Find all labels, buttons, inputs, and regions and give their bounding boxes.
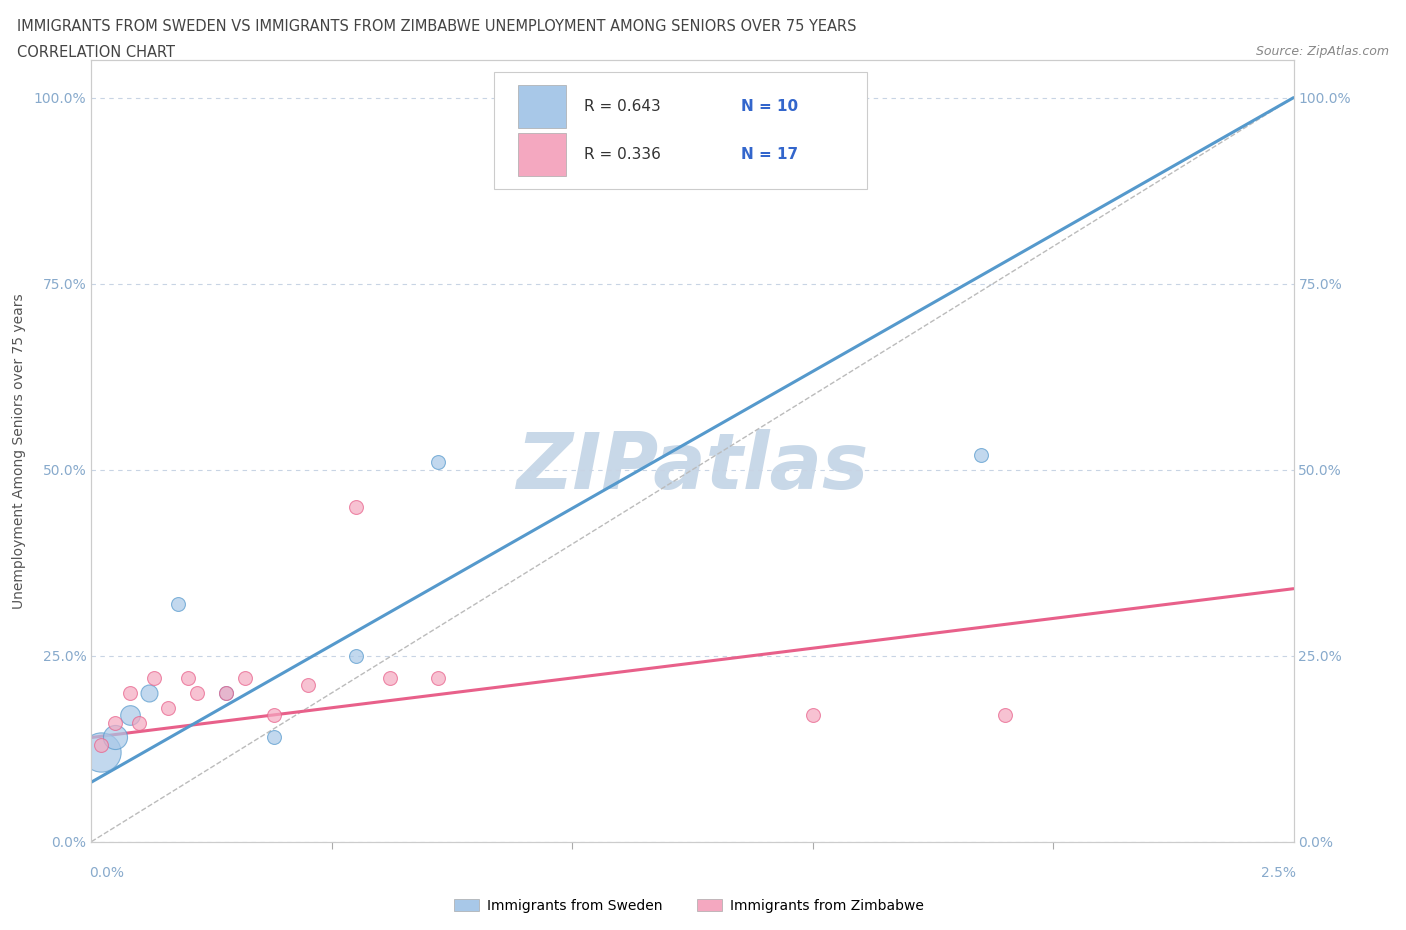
Point — [104, 715, 127, 730]
Point — [176, 671, 198, 685]
Point — [233, 671, 256, 685]
Text: R = 0.643: R = 0.643 — [585, 100, 661, 114]
Legend: Immigrants from Sweden, Immigrants from Zimbabwe: Immigrants from Sweden, Immigrants from … — [449, 894, 929, 919]
Point — [215, 685, 238, 700]
Text: 2.5%: 2.5% — [1261, 866, 1296, 880]
Point — [801, 708, 824, 723]
Text: 0.0%: 0.0% — [89, 866, 124, 880]
Text: Source: ZipAtlas.com: Source: ZipAtlas.com — [1256, 45, 1389, 58]
Point — [186, 685, 208, 700]
Point — [970, 447, 993, 462]
Text: ZIPatlas: ZIPatlas — [516, 429, 869, 505]
Point — [118, 708, 141, 723]
Point — [142, 671, 165, 685]
Point — [426, 455, 449, 470]
Point — [297, 678, 319, 693]
Text: R = 0.336: R = 0.336 — [585, 147, 661, 163]
Point — [90, 745, 112, 760]
Text: CORRELATION CHART: CORRELATION CHART — [17, 45, 174, 60]
Point — [263, 708, 285, 723]
FancyBboxPatch shape — [519, 133, 567, 177]
Point — [157, 700, 180, 715]
Point — [426, 671, 449, 685]
Point — [378, 671, 401, 685]
Text: N = 17: N = 17 — [741, 147, 797, 163]
Y-axis label: Unemployment Among Seniors over 75 years: Unemployment Among Seniors over 75 years — [11, 293, 25, 609]
Text: N = 10: N = 10 — [741, 100, 797, 114]
Point — [994, 708, 1017, 723]
FancyBboxPatch shape — [519, 86, 567, 128]
Point — [118, 685, 141, 700]
Text: IMMIGRANTS FROM SWEDEN VS IMMIGRANTS FROM ZIMBABWE UNEMPLOYMENT AMONG SENIORS OV: IMMIGRANTS FROM SWEDEN VS IMMIGRANTS FRO… — [17, 19, 856, 33]
Point — [104, 730, 127, 745]
Point — [215, 685, 238, 700]
Point — [90, 737, 112, 752]
Point — [138, 685, 160, 700]
Point — [344, 499, 367, 514]
FancyBboxPatch shape — [494, 73, 866, 190]
Point — [167, 596, 190, 611]
Point — [263, 730, 285, 745]
Point — [128, 715, 150, 730]
Point — [344, 648, 367, 663]
